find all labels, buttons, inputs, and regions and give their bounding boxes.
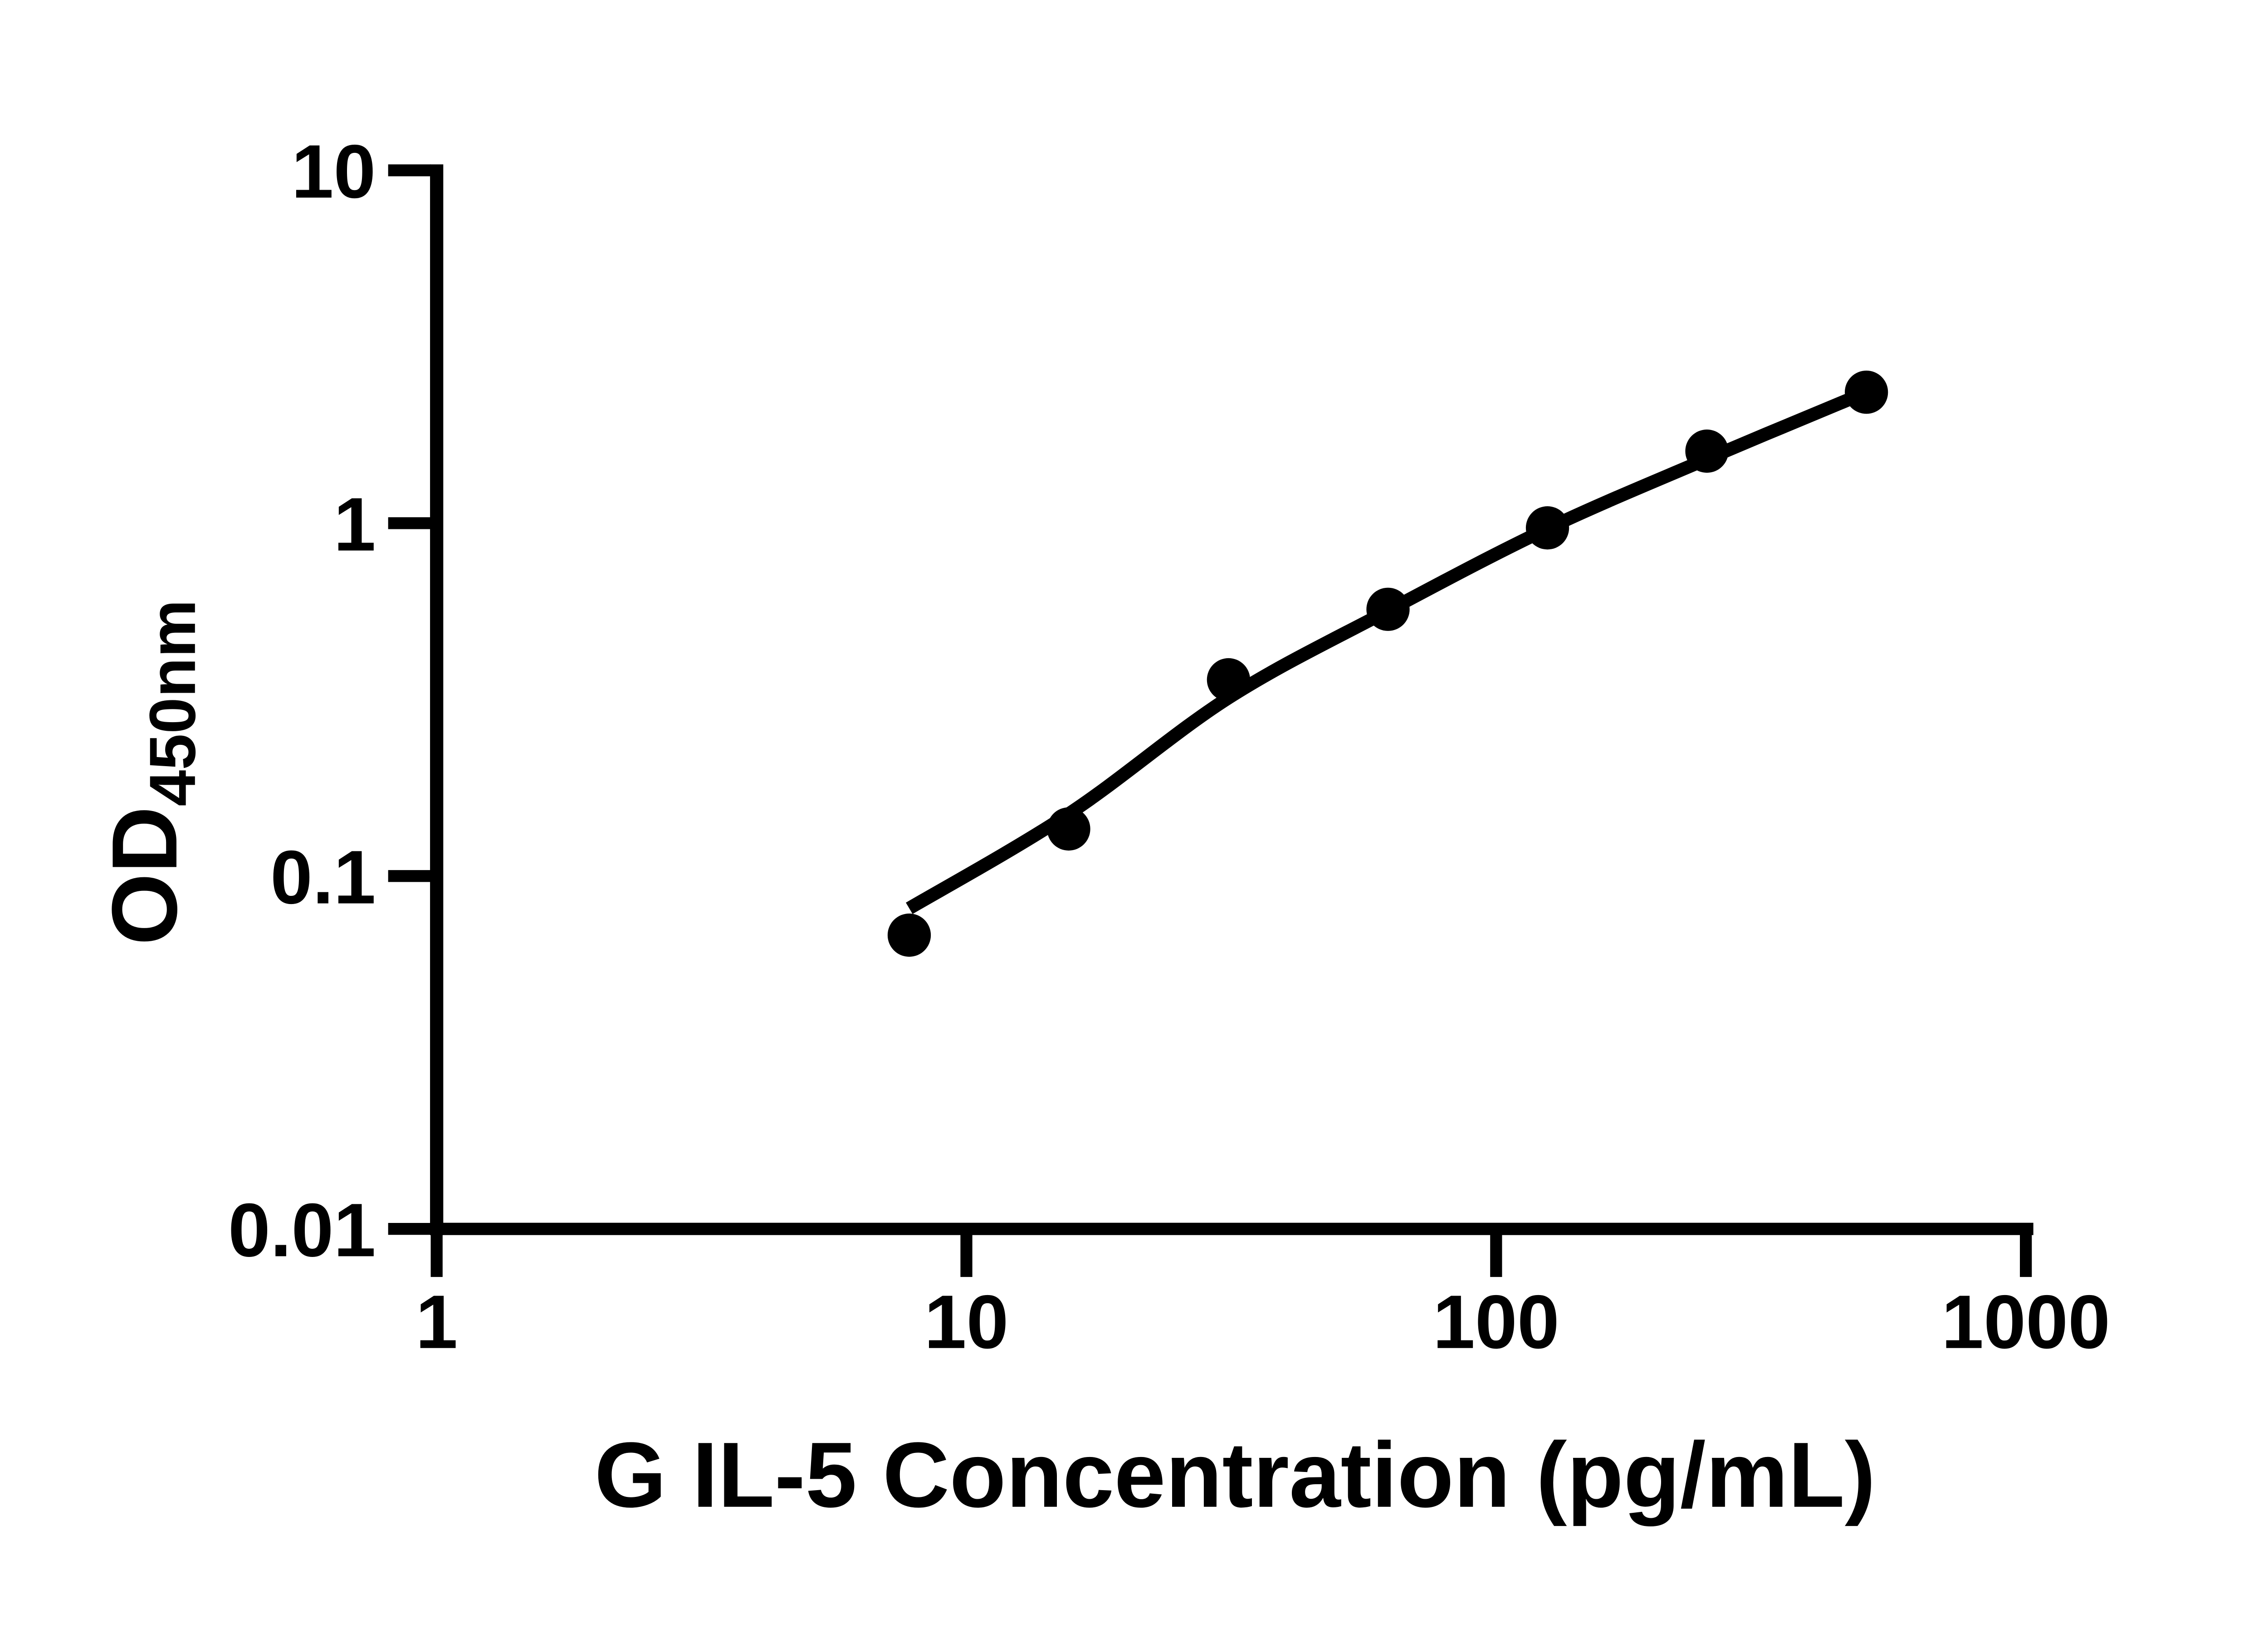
- y-tick-label: 10: [291, 130, 376, 214]
- data-point: [1207, 658, 1251, 702]
- y-axis-title-base: OD: [93, 807, 196, 945]
- x-axis-title: G IL-5 Concentration (pg/mL): [594, 1423, 1875, 1527]
- x-tick-label: 1000: [1941, 1280, 2110, 1364]
- y-axis-title: OD450nm: [93, 600, 209, 945]
- data-point: [1844, 371, 1888, 414]
- data-points-layer: [887, 371, 1888, 957]
- x-tick-label: 10: [924, 1280, 1008, 1364]
- axes-layer: [430, 164, 2033, 1235]
- x-tick-label: 1: [415, 1280, 458, 1364]
- data-point: [1047, 807, 1090, 851]
- ticks-layer: [388, 164, 2032, 1277]
- data-point: [887, 913, 931, 957]
- y-tick-label: 0.1: [270, 835, 376, 919]
- y-tick-label: 0.01: [228, 1188, 376, 1272]
- y-tick-label: 1: [333, 483, 376, 567]
- tick-labels-layer: 10 1 0.1 0.01 1 10 100 1000: [228, 130, 2110, 1364]
- x-tick-label: 100: [1433, 1280, 1559, 1364]
- data-point: [1366, 587, 1410, 631]
- y-axis-title-subscript: 450nm: [137, 600, 209, 807]
- data-point: [1525, 506, 1569, 550]
- data-point: [1685, 429, 1729, 473]
